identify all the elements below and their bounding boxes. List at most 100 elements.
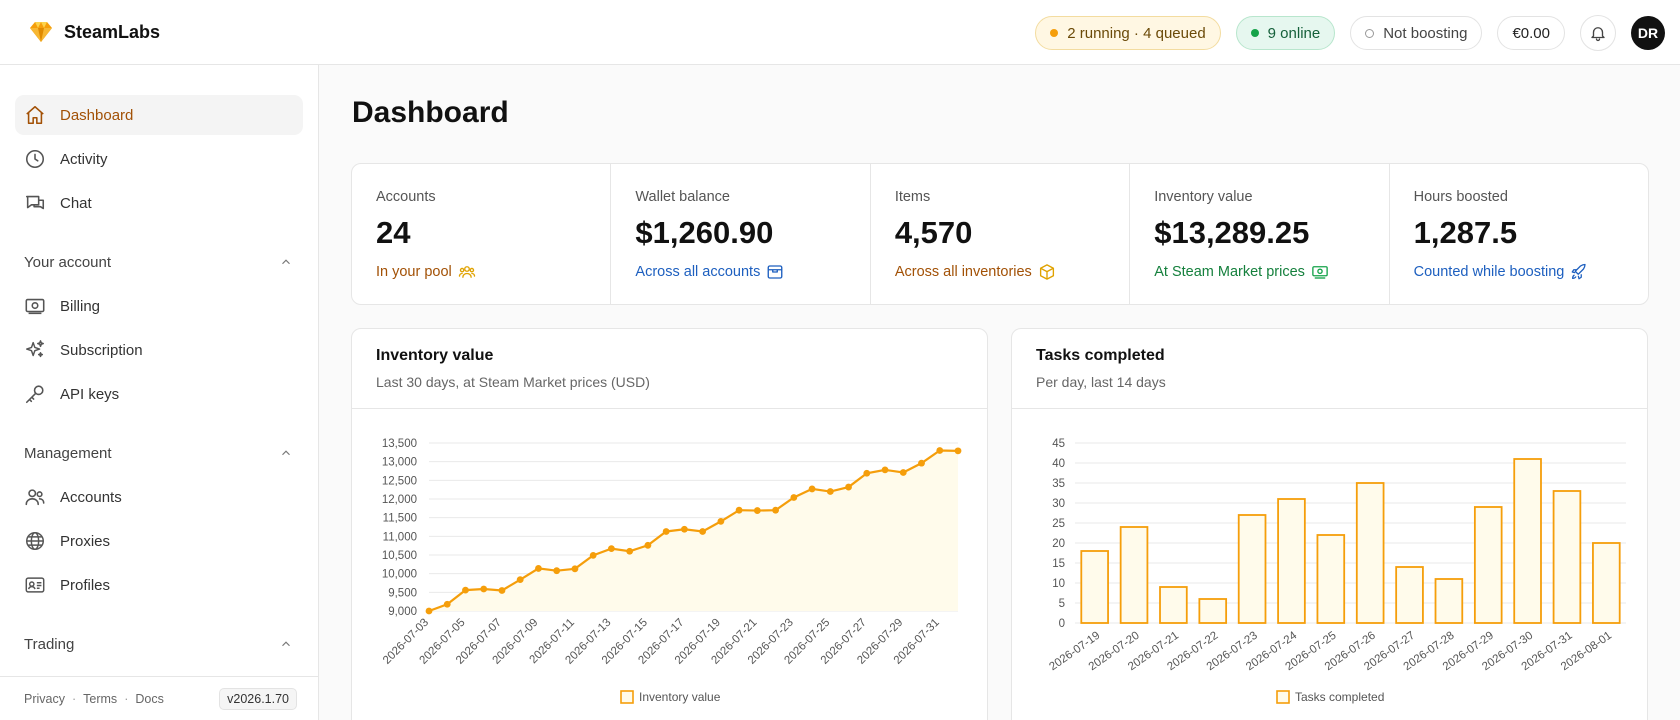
- sidebar-item-proxies[interactable]: Proxies: [15, 521, 303, 561]
- bar: [1237, 514, 1267, 624]
- top-bar: SteamLabs 2 running · 4 queued 9 online …: [0, 0, 1680, 65]
- y-tick-label: 11,000: [383, 531, 417, 543]
- chevron-up-icon: [282, 259, 290, 265]
- stat-sub: Across all accounts: [635, 263, 869, 281]
- bell-icon: [1591, 27, 1605, 42]
- cash-icon: [1312, 266, 1328, 279]
- terms-link[interactable]: Terms: [83, 691, 118, 706]
- globe-icon: [26, 532, 44, 550]
- notifications-button[interactable]: [1580, 15, 1616, 51]
- sidebar-item-subscription[interactable]: Subscription: [15, 330, 303, 370]
- data-point: [571, 565, 579, 573]
- tasks-completed-card: Tasks completed Per day, last 14 days 0 5…: [1011, 328, 1648, 720]
- tasks-status-pill[interactable]: 2 running · 4 queued: [1035, 16, 1221, 50]
- docs-link[interactable]: Docs: [135, 691, 164, 706]
- stat-value: $1,260.90: [635, 215, 774, 250]
- sidebar-item-label: Subscription: [60, 341, 143, 359]
- bar: [1316, 534, 1346, 624]
- group-trading[interactable]: Trading: [15, 624, 303, 664]
- bar: [1395, 566, 1424, 624]
- bar: [1434, 578, 1464, 624]
- group-management[interactable]: Management: [15, 433, 303, 473]
- y-tick-label: 30: [1052, 498, 1065, 510]
- brand[interactable]: SteamLabs: [27, 20, 160, 44]
- legend-label: Tasks completed: [1295, 690, 1384, 704]
- data-point: [826, 488, 834, 495]
- stat-sub: Counted while boosting: [1414, 263, 1648, 281]
- bar: [1355, 482, 1385, 624]
- inventory-value-card: Inventory value Last 30 days, at Steam M…: [351, 328, 988, 720]
- stat-accounts[interactable]: Accounts 24 In your pool: [352, 164, 612, 304]
- bar: [1080, 550, 1109, 624]
- sidebar-item-label: API keys: [60, 385, 120, 403]
- data-point: [589, 551, 597, 559]
- bar: [1277, 498, 1306, 624]
- bar: [1592, 542, 1621, 624]
- y-tick-label: 10,000: [382, 569, 417, 581]
- stat-wallet-balance[interactable]: Wallet balance $1,260.90 Across all acco…: [611, 164, 871, 304]
- rocket-icon: [1571, 263, 1587, 280]
- sidebar-item-label: Activity: [60, 150, 108, 168]
- data-point: [553, 567, 561, 575]
- chat-icon: [25, 195, 45, 210]
- sidebar-nav: Dashboard Activity Chat Your account Bil…: [15, 95, 303, 668]
- stat-items[interactable]: Items 4,570 Across all inventories: [871, 164, 1131, 304]
- wallet-icon: [767, 265, 783, 279]
- sidebar-item-api-keys[interactable]: API keys: [15, 374, 303, 414]
- page-title: Dashboard: [352, 96, 509, 129]
- data-point: [443, 600, 451, 608]
- stat-sub-label: Across all accounts: [635, 264, 761, 280]
- sidebar-footer: Privacy · Terms · Docs v2026.1.70: [0, 676, 318, 720]
- data-point: [918, 459, 925, 467]
- group-title-label: Your account: [24, 253, 112, 271]
- inventory-value-chart: 9,000 9,500 10,000 10,500 11,000 11,500 12,000…: [381, 438, 962, 704]
- user-avatar[interactable]: DR: [1631, 16, 1665, 50]
- y-tick-label: 15: [1052, 558, 1065, 570]
- clock-icon: [25, 149, 45, 169]
- privacy-link[interactable]: Privacy: [24, 691, 65, 706]
- sidebar-item-accounts[interactable]: Accounts: [15, 477, 303, 517]
- online-dot-icon: [1250, 29, 1259, 37]
- bar: [1119, 526, 1149, 624]
- bar: [1159, 586, 1188, 624]
- group-title-label: Management: [24, 444, 112, 462]
- sidebar-item-billing[interactable]: Billing: [15, 286, 303, 326]
- data-point: [680, 525, 688, 533]
- balance-pill[interactable]: €0.00: [1497, 16, 1565, 50]
- online-status-pill[interactable]: 9 online: [1235, 16, 1336, 50]
- data-point: [863, 469, 871, 477]
- stat-inventory-value[interactable]: Inventory value $13,289.25 At Steam Mark…: [1130, 164, 1390, 304]
- card-header: Inventory value Last 30 days, at Steam M…: [352, 329, 987, 409]
- card-header: Tasks completed Per day, last 14 days: [1012, 329, 1647, 409]
- stats-panel: Accounts 24 In your pool Wallet balance …: [351, 163, 1649, 305]
- balance-label: €0.00: [1512, 24, 1550, 42]
- stat-sub: At Steam Market prices: [1154, 263, 1388, 281]
- data-point: [717, 518, 725, 525]
- box-icon: [1039, 264, 1054, 280]
- y-tick-label: 0: [1059, 618, 1065, 630]
- sidebar: Dashboard Activity Chat Your account Bil…: [0, 65, 319, 720]
- y-tick-label: 10: [1052, 578, 1065, 590]
- users-icon: [458, 266, 475, 278]
- gem-logo-icon: [30, 22, 52, 42]
- stat-sub: In your pool: [376, 263, 610, 281]
- data-point: [790, 494, 798, 501]
- legend-swatch: [1276, 690, 1290, 704]
- sidebar-item-profiles[interactable]: Profiles: [15, 565, 303, 605]
- stat-label: Items: [894, 189, 931, 205]
- boost-status-pill[interactable]: Not boosting: [1350, 16, 1483, 50]
- sidebar-item-activity[interactable]: Activity: [15, 139, 303, 179]
- y-tick-label: 11,500: [383, 513, 417, 525]
- sidebar-item-label: Accounts: [60, 488, 122, 506]
- id-card-icon: [25, 577, 45, 593]
- bar: [1552, 490, 1582, 624]
- y-tick-label: 45: [1052, 438, 1065, 450]
- boost-dot-icon: [1365, 28, 1375, 38]
- sidebar-item-chat[interactable]: Chat: [15, 183, 303, 223]
- y-tick-label: 13,500: [382, 438, 417, 450]
- data-point: [753, 507, 761, 514]
- group-your-account[interactable]: Your account: [15, 242, 303, 282]
- stat-hours-boosted[interactable]: Hours boosted 1,287.5 Counted while boos…: [1390, 164, 1648, 304]
- chevron-up-icon: [282, 641, 290, 647]
- sidebar-item-dashboard[interactable]: Dashboard: [15, 95, 303, 135]
